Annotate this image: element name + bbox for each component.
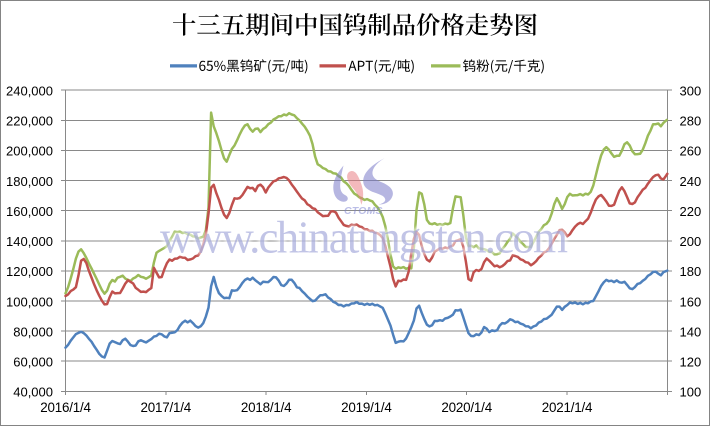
svg-text:220,000: 220,000 xyxy=(6,114,53,129)
svg-text:260: 260 xyxy=(680,144,702,159)
svg-text:140: 140 xyxy=(680,324,702,339)
svg-text:140,000: 140,000 xyxy=(6,234,53,249)
svg-text:100: 100 xyxy=(680,385,702,400)
svg-text:160,000: 160,000 xyxy=(6,204,53,219)
svg-text:2019/1/4: 2019/1/4 xyxy=(341,400,392,415)
svg-text:240: 240 xyxy=(680,174,702,189)
svg-text:www.chinatungsten.com: www.chinatungsten.com xyxy=(160,213,568,263)
svg-text:2018/1/4: 2018/1/4 xyxy=(241,400,292,415)
svg-text:2021/1/4: 2021/1/4 xyxy=(542,400,593,415)
svg-text:200: 200 xyxy=(680,234,702,249)
svg-text:120: 120 xyxy=(680,355,702,370)
svg-text:2017/1/4: 2017/1/4 xyxy=(141,400,192,415)
svg-text:100,000: 100,000 xyxy=(6,294,53,309)
svg-text:200,000: 200,000 xyxy=(6,144,53,159)
svg-text:280: 280 xyxy=(680,114,702,129)
svg-text:300: 300 xyxy=(680,84,702,99)
svg-text:160: 160 xyxy=(680,294,702,309)
svg-text:www.chinatungsten.com: www.chinatungsten.com xyxy=(160,213,568,263)
svg-text:220: 220 xyxy=(680,204,702,219)
svg-text:2020/1/4: 2020/1/4 xyxy=(441,400,492,415)
svg-text:180: 180 xyxy=(680,264,702,279)
svg-text:40,000: 40,000 xyxy=(13,385,53,400)
svg-text:180,000: 180,000 xyxy=(6,174,53,189)
svg-text:80,000: 80,000 xyxy=(13,324,53,339)
svg-text:240,000: 240,000 xyxy=(6,84,53,99)
svg-text:2016/1/4: 2016/1/4 xyxy=(40,400,91,415)
svg-text:60,000: 60,000 xyxy=(13,355,53,370)
svg-text:CTOMS: CTOMS xyxy=(344,205,383,217)
svg-text:120,000: 120,000 xyxy=(6,264,53,279)
